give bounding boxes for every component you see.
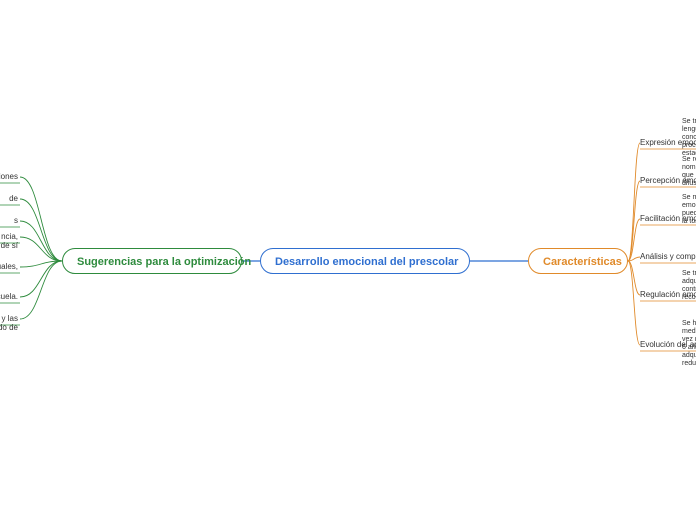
center-node: Desarrollo emocional del prescolar — [260, 248, 470, 274]
left-leaf: niño en la escuela. — [0, 292, 18, 301]
right-main-label: Características — [543, 256, 622, 268]
left-leaf: iguales, — [0, 262, 18, 271]
left-main-label: Sugerencias para la optimización — [77, 256, 251, 268]
left-leaf: s — [0, 216, 18, 225]
left-leaf: y las do de — [0, 314, 18, 332]
right-leaf-desc: Se trat adquie control recono — [682, 270, 696, 302]
left-leaf: de — [0, 194, 18, 203]
right-main-node: Características — [528, 248, 628, 274]
right-leaf-desc: Se refi nombr que les difusos — [682, 156, 696, 188]
left-main-node: Sugerencias para la optimización — [62, 248, 242, 274]
right-leaf-desc: Se habla medida c vez más 6 años d adqui… — [682, 320, 696, 368]
center-label: Desarrollo emocional del prescolar — [275, 256, 458, 268]
right-leaf-desc: Se trata lenguaje concreta proceso estad… — [682, 118, 696, 158]
left-leaf: eracciones — [0, 172, 18, 181]
right-leaf-label: Análisis y compresión de las emociones — [640, 252, 696, 261]
left-leaf: ncia, a de sí — [0, 232, 18, 250]
right-leaf-desc: Se me emoci puede la tom — [682, 194, 696, 226]
